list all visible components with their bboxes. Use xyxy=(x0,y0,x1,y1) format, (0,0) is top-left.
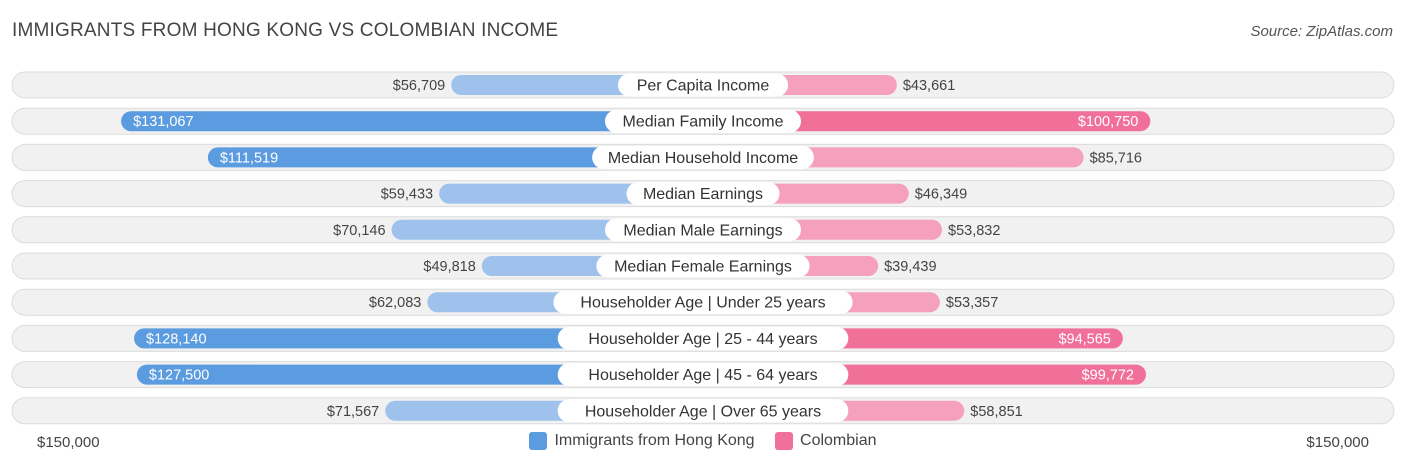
category-label: Householder Age | Under 25 years xyxy=(580,295,825,312)
category-pill xyxy=(557,363,849,387)
category-pill xyxy=(557,399,849,423)
value-label-hong-kong: $111,519 xyxy=(220,150,278,166)
value-label-colombian: $43,661 xyxy=(903,78,955,94)
value-label-colombian: $58,851 xyxy=(970,404,1022,420)
value-label-hong-kong: $62,083 xyxy=(369,295,421,311)
source-label: Source: ZipAtlas.com xyxy=(1250,23,1393,40)
category-label: Median Household Income xyxy=(608,150,798,167)
category-pill xyxy=(626,182,780,206)
legend-swatch-colombian xyxy=(775,432,794,450)
category-pill xyxy=(605,109,801,133)
category-pill xyxy=(557,326,849,350)
value-label-hong-kong: $59,433 xyxy=(381,187,433,203)
value-label-hong-kong: $71,567 xyxy=(327,404,379,420)
value-label-hong-kong: $70,146 xyxy=(333,223,385,239)
legend: Immigrants from Hong Kong Colombian xyxy=(0,432,1406,455)
category-label: Median Female Earnings xyxy=(614,259,792,276)
category-label: Median Family Income xyxy=(623,114,784,131)
legend-item-hong-kong: Immigrants from Hong Kong xyxy=(529,432,755,450)
value-label-colombian: $94,565 xyxy=(1058,331,1110,347)
category-pill xyxy=(592,145,814,169)
axis-right-label: $150,000 xyxy=(1306,434,1369,451)
bar-hong-kong xyxy=(121,111,704,132)
category-label: Median Male Earnings xyxy=(623,222,782,239)
category-label: Householder Age | Over 65 years xyxy=(585,403,821,420)
category-label: Per Capita Income xyxy=(637,78,770,95)
bar-hong-kong xyxy=(207,147,703,168)
value-label-hong-kong: $56,709 xyxy=(393,78,445,94)
value-label-hong-kong: $128,140 xyxy=(146,331,206,347)
value-label-colombian: $53,357 xyxy=(946,295,998,311)
category-label: Householder Age | 45 - 64 years xyxy=(588,367,817,384)
category-pill xyxy=(553,290,853,314)
category-pill xyxy=(596,254,810,278)
value-label-colombian: $100,750 xyxy=(1078,114,1138,130)
bar-colombian xyxy=(703,111,1151,132)
category-label: Median Earnings xyxy=(643,186,763,203)
axis-left-label: $150,000 xyxy=(37,434,100,451)
value-label-hong-kong: $131,067 xyxy=(133,114,193,130)
legend-label-colombian: Colombian xyxy=(800,432,877,449)
value-label-colombian: $39,439 xyxy=(884,259,936,275)
value-label-hong-kong: $49,818 xyxy=(423,259,475,275)
category-pill xyxy=(605,218,801,242)
category-label: Householder Age | 25 - 44 years xyxy=(588,331,817,348)
diverging-bar-chart: $56,709 $43,661 Per Capita Income $131,067 $… xyxy=(11,71,1395,425)
category-pill xyxy=(617,73,789,97)
chart-title: IMMIGRANTS FROM HONG KONG VS COLOMBIAN I… xyxy=(12,20,559,41)
legend-label-hong-kong: Immigrants from Hong Kong xyxy=(554,432,755,449)
value-label-colombian: $46,349 xyxy=(915,187,967,203)
value-label-colombian: $85,716 xyxy=(1090,150,1142,166)
value-label-colombian: $99,772 xyxy=(1082,368,1134,384)
legend-swatch-hong-kong xyxy=(529,432,548,450)
value-label-colombian: $53,832 xyxy=(948,223,1000,239)
legend-item-colombian: Colombian xyxy=(775,432,877,450)
value-label-hong-kong: $127,500 xyxy=(149,368,209,384)
